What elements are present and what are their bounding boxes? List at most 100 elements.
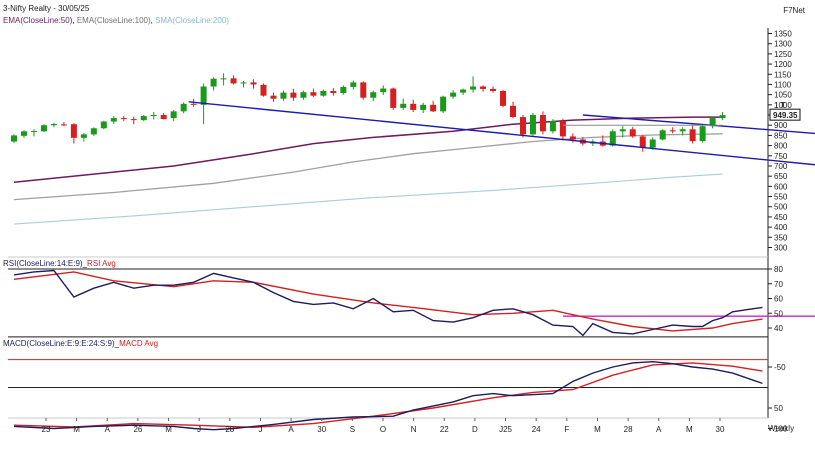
candle-body xyxy=(709,118,716,127)
candle-body xyxy=(420,104,427,110)
rsi-line xyxy=(13,269,763,337)
rsi-tick-label: 70 xyxy=(774,280,783,289)
candle-body xyxy=(370,92,377,98)
macd-legend-name: MACD(CloseLine:E:9:E:24:S:9) xyxy=(3,339,115,348)
x-tick-label: 24 xyxy=(532,425,541,434)
price-tick-label: 800 xyxy=(774,142,788,151)
candle-body xyxy=(669,130,676,132)
candle-body xyxy=(120,118,127,120)
price-tick-label: 750 xyxy=(774,152,788,161)
macd-tick-label: 100 xyxy=(774,425,788,434)
rsi-tick-label: 60 xyxy=(774,295,783,304)
rsi-avg-line xyxy=(13,271,763,332)
price-tick-label: 350 xyxy=(774,233,788,242)
candle-body xyxy=(60,124,67,126)
candle-body xyxy=(160,115,167,120)
candle-body xyxy=(310,92,317,96)
candle-body xyxy=(500,90,507,106)
candle-body xyxy=(679,129,686,132)
x-tick-label: A xyxy=(656,425,662,434)
candle-body xyxy=(180,103,187,112)
price-tick-label-extra: 1 T xyxy=(774,101,786,110)
candle-body xyxy=(110,118,117,122)
price-tick-label: 1250 xyxy=(774,50,792,59)
ema100-legend: EMA(CloseLine:100) xyxy=(76,16,151,25)
x-tick-label: O xyxy=(380,425,386,434)
candle-body xyxy=(480,86,487,89)
price-tick-label: 1000 xyxy=(774,101,792,110)
candle-body xyxy=(629,129,636,137)
candle-body xyxy=(200,86,207,105)
x-tick-label: F xyxy=(564,425,569,434)
x-tick-label: 26 xyxy=(133,425,142,434)
candle-body xyxy=(460,89,467,93)
candle-body xyxy=(619,129,626,132)
price-tick-label: 600 xyxy=(774,182,788,191)
rsi-tick-label: 40 xyxy=(774,324,783,333)
ema100-line xyxy=(13,133,723,201)
candle-body xyxy=(699,126,706,142)
candle-body xyxy=(360,82,367,98)
candle-body xyxy=(20,131,27,136)
candle-body xyxy=(290,92,297,98)
candle-body xyxy=(400,103,407,108)
candle-body xyxy=(440,96,447,112)
candle-body xyxy=(50,123,57,126)
price-tick-label: 700 xyxy=(774,162,788,171)
x-tick-label: M xyxy=(73,425,80,434)
candle-body xyxy=(559,121,566,137)
x-tick-label: J xyxy=(258,425,262,434)
price-tick-label: 400 xyxy=(774,223,788,232)
price-tick-label: 1350 xyxy=(774,30,792,39)
candle-body xyxy=(230,78,237,84)
last-price-label: 949.35 xyxy=(773,111,798,120)
ema50-line xyxy=(13,116,723,184)
candle-body xyxy=(569,136,576,140)
candle-body xyxy=(519,117,526,135)
candle-body xyxy=(390,88,397,108)
candle-body xyxy=(80,134,87,138)
candle-body xyxy=(320,90,327,96)
last-price-tag xyxy=(769,108,801,121)
candle-body xyxy=(40,125,47,132)
candle-body xyxy=(11,135,17,142)
candle-body xyxy=(240,82,247,84)
candle-body xyxy=(609,131,616,146)
price-tick-label: 650 xyxy=(774,172,788,181)
candle-body xyxy=(90,128,97,135)
candle-body xyxy=(70,124,77,138)
ema50-legend: EMA(CloseLine:50) xyxy=(3,16,73,25)
x-tick-label: A xyxy=(105,425,111,434)
candle-body xyxy=(190,103,197,105)
candle-body xyxy=(490,88,497,91)
indicator-legend: EMA(CloseLine:50), EMA(CloseLine:100), S… xyxy=(3,16,229,25)
price-tick-label: 300 xyxy=(774,244,788,253)
candle-body xyxy=(140,116,147,121)
candle-body xyxy=(280,92,287,99)
candle-body xyxy=(380,88,387,93)
x-tick-label: 28 xyxy=(624,425,633,434)
candle-body xyxy=(330,90,337,94)
price-tick-label: 900 xyxy=(774,121,788,130)
macd-legend: MACD(CloseLine:E:9:E:24:S:9)_MACD Avg xyxy=(3,339,159,348)
candle-body xyxy=(250,82,257,85)
candle-body xyxy=(719,115,726,119)
macd-tick-label: 50 xyxy=(774,404,783,413)
candle-body xyxy=(659,130,666,140)
x-tick-label: 30 xyxy=(317,425,326,434)
price-tick-label: 1050 xyxy=(774,91,792,100)
candle-body xyxy=(300,92,307,98)
candle-body xyxy=(210,78,217,87)
x-tick-label: A xyxy=(288,425,294,434)
x-tick-label: 23 xyxy=(42,425,51,434)
candle-body xyxy=(470,86,477,90)
rsi-tick-label: 50 xyxy=(774,309,783,318)
rsi-legend: RSI(CloseLine:14:E:9)_RSI Avg xyxy=(3,259,116,268)
candle-body xyxy=(410,103,417,110)
chart-title: 3-Nifty Realty - 30/05/25 xyxy=(3,4,90,13)
x-tick-label: 28 xyxy=(225,425,234,434)
price-tick-label: 500 xyxy=(774,203,788,212)
candle-body xyxy=(529,115,536,135)
x-tick-label: N xyxy=(411,425,417,434)
